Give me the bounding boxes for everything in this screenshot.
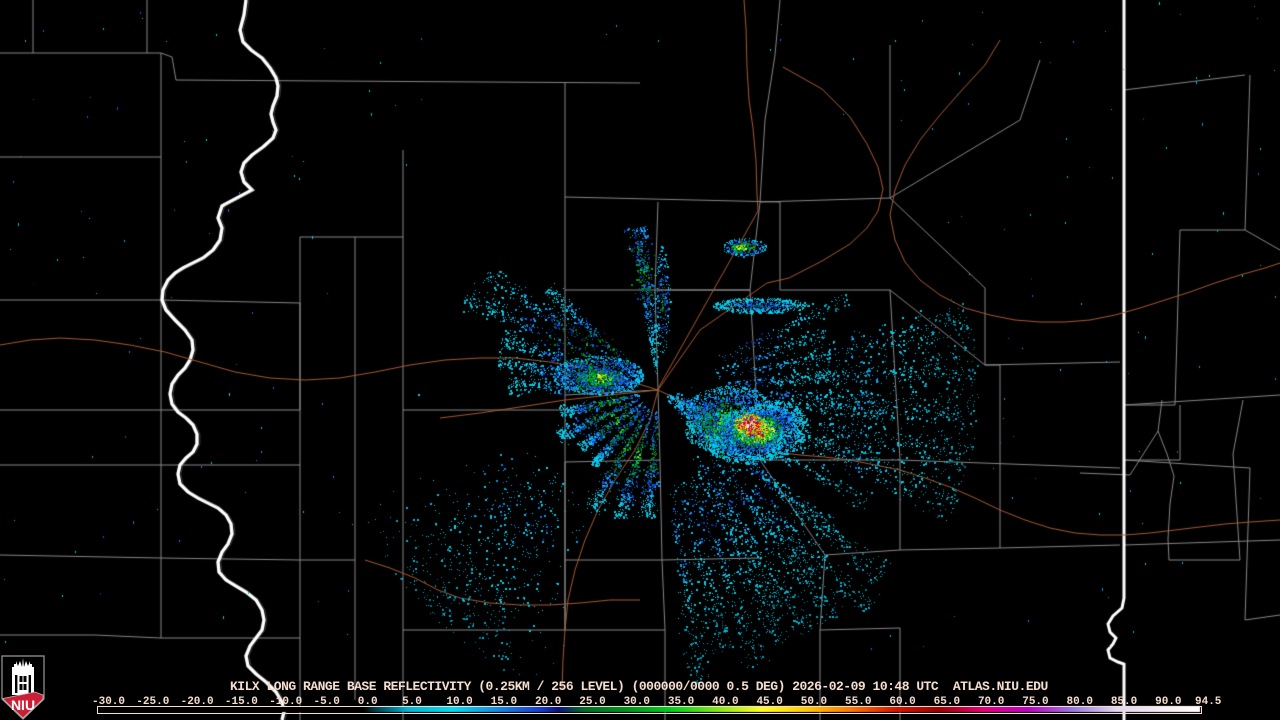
svg-text:NIU: NIU (11, 697, 35, 713)
